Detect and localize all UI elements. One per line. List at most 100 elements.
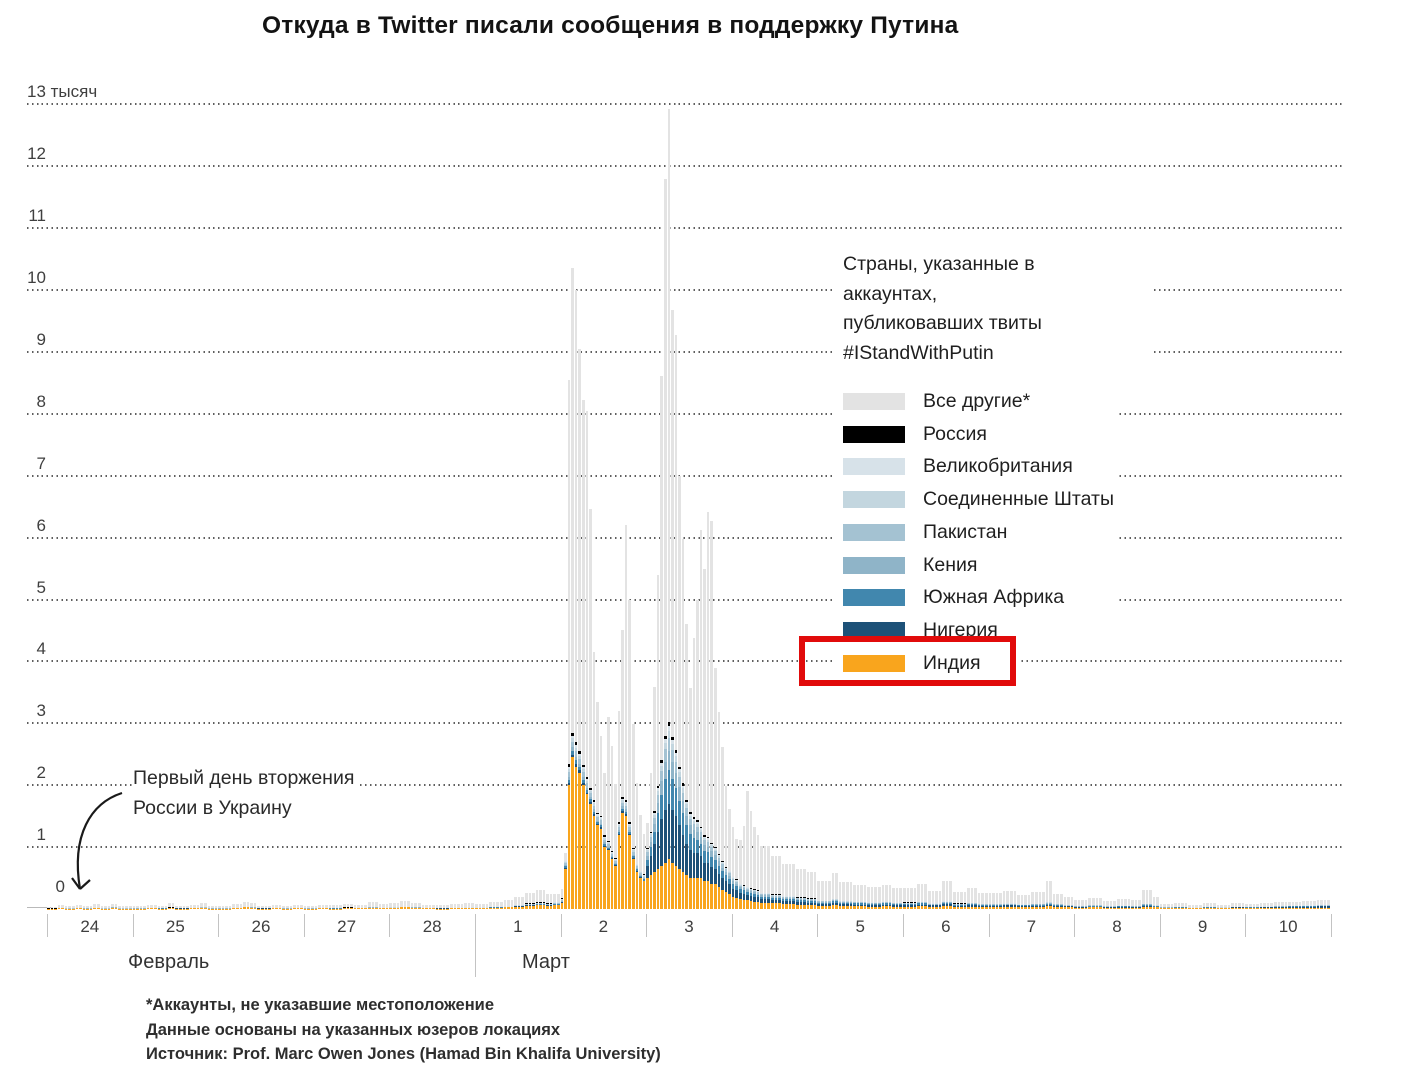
stacked-bar (653, 686, 656, 909)
bar-segment (660, 762, 664, 767)
stacked-bar (236, 904, 239, 909)
bar-segment (1095, 897, 1099, 906)
bar-segment (681, 538, 685, 784)
bar-segment (1156, 907, 1159, 909)
bar-segment (578, 764, 582, 768)
bar-segment (903, 904, 906, 905)
bar-segment (161, 906, 164, 909)
bar-segment (995, 893, 999, 904)
stacked-bar (874, 887, 878, 909)
bar-segment (771, 895, 774, 896)
bar-segment (756, 834, 760, 891)
bar-segment (671, 862, 674, 909)
bar-segment (610, 853, 614, 856)
bar-segment (796, 868, 799, 898)
bar-segment (186, 905, 189, 908)
bar-segment (952, 906, 956, 909)
bar-segment (507, 907, 510, 909)
bar-segment (738, 884, 742, 886)
bar-segment (560, 898, 564, 900)
stacked-bar (521, 897, 524, 909)
stacked-bar (1320, 900, 1323, 909)
bar-segment (710, 857, 713, 867)
bar-segment (881, 902, 885, 903)
stacked-bar (442, 905, 446, 909)
bar-segment (724, 881, 728, 892)
bar-segment (521, 905, 524, 907)
stacked-bar (606, 717, 610, 909)
bar-segment (853, 906, 856, 909)
bar-segment (960, 905, 963, 907)
bar-segment (977, 907, 981, 909)
bar-segment (820, 902, 824, 904)
bar-segment (1088, 897, 1092, 906)
bar-segment (924, 903, 927, 905)
bar-segment (1017, 905, 1020, 907)
bar-segment (514, 906, 517, 909)
bar-segment (927, 905, 931, 907)
bar-segment (721, 871, 724, 879)
bar-segment (753, 889, 756, 890)
stacked-bar (421, 904, 425, 909)
bar-segment (1067, 906, 1070, 908)
bar-segment (571, 741, 574, 748)
bar-segment (1034, 906, 1038, 909)
bar-segment (628, 823, 631, 825)
bar-segment (710, 520, 713, 843)
bar-segment (1256, 907, 1259, 909)
bar-segment (1252, 903, 1256, 907)
bar-segment (50, 907, 54, 909)
bar-segment (856, 903, 860, 905)
bar-segment (79, 908, 82, 909)
bar-segment (389, 902, 392, 908)
bar-segment (664, 862, 667, 909)
bar-segment (710, 847, 713, 852)
bar-segment (785, 863, 788, 896)
bar-segment (874, 887, 878, 903)
bar-segment (988, 907, 992, 909)
stacked-bar (781, 863, 785, 909)
stacked-bar (881, 885, 885, 909)
bar-segment (125, 905, 129, 908)
bar-segment (920, 903, 924, 905)
bar-segment (642, 874, 646, 875)
bar-segment (1306, 901, 1309, 906)
stacked-bar (567, 379, 571, 909)
stacked-bar (813, 872, 817, 909)
bar-segment (1006, 905, 1010, 907)
y-axis-label-5: 5 (36, 577, 46, 597)
bar-segment (738, 883, 742, 885)
stacked-bar (920, 883, 924, 909)
bar-segment (771, 895, 774, 897)
bar-segment (671, 749, 674, 763)
bar-segment (1117, 898, 1120, 906)
bar-segment (104, 906, 107, 909)
stacked-bar (664, 178, 667, 909)
bar-segment (592, 803, 596, 806)
bar-segment (792, 900, 796, 905)
bar-segment (1202, 907, 1206, 909)
bar-segment (346, 903, 350, 908)
bar-segment (799, 899, 803, 901)
bar-segment (792, 863, 796, 896)
bar-segment (746, 887, 749, 889)
bar-segment (496, 907, 499, 909)
stacked-bar (774, 855, 778, 909)
bar-segment (646, 823, 649, 848)
stacked-bar (79, 904, 82, 909)
bar-segment (567, 776, 571, 780)
bar-segment (878, 904, 881, 907)
stacked-bar (446, 905, 450, 909)
stacked-bar (582, 399, 585, 909)
bar-segment (881, 904, 885, 907)
bar-segment (746, 888, 749, 890)
bar-segment (813, 900, 817, 901)
stacked-bar (203, 902, 207, 909)
bar-segment (592, 801, 596, 804)
bar-segment (895, 904, 899, 906)
bar-segment (642, 875, 646, 877)
bar-segment (250, 907, 253, 909)
bar-segment (1120, 906, 1124, 908)
bar-segment (742, 893, 746, 900)
